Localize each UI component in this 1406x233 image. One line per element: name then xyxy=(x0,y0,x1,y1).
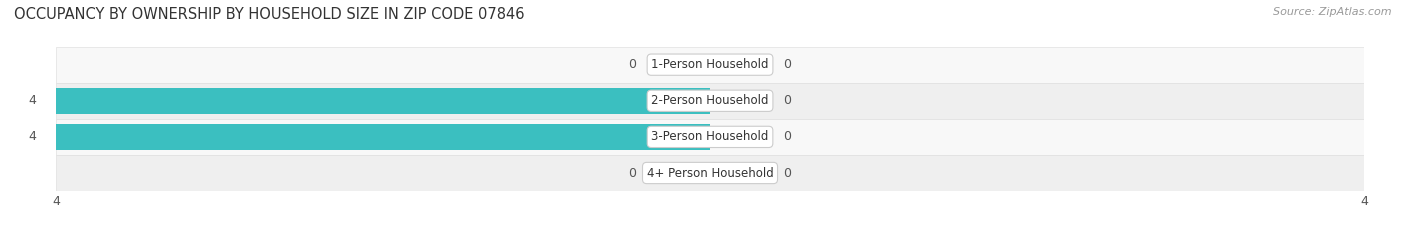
Text: 0: 0 xyxy=(628,167,637,179)
Text: 4: 4 xyxy=(28,130,37,143)
Text: 1-Person Household: 1-Person Household xyxy=(651,58,769,71)
Text: 0: 0 xyxy=(783,130,792,143)
Bar xyxy=(661,166,710,180)
Text: 4+ Person Household: 4+ Person Household xyxy=(647,167,773,179)
Text: 3-Person Household: 3-Person Household xyxy=(651,130,769,143)
Bar xyxy=(710,130,759,144)
Bar xyxy=(56,88,710,114)
Text: 0: 0 xyxy=(628,58,637,71)
Text: 4: 4 xyxy=(1360,195,1368,208)
Text: 4: 4 xyxy=(28,94,37,107)
Bar xyxy=(56,155,1364,191)
Bar xyxy=(710,58,759,72)
Bar xyxy=(661,58,710,72)
Text: 0: 0 xyxy=(783,94,792,107)
Text: Source: ZipAtlas.com: Source: ZipAtlas.com xyxy=(1274,7,1392,17)
Bar xyxy=(56,124,710,150)
Text: 0: 0 xyxy=(783,58,792,71)
Text: 2-Person Household: 2-Person Household xyxy=(651,94,769,107)
Bar xyxy=(56,47,1364,83)
Text: 0: 0 xyxy=(783,167,792,179)
Text: 4: 4 xyxy=(52,195,60,208)
Bar xyxy=(56,83,1364,119)
Text: OCCUPANCY BY OWNERSHIP BY HOUSEHOLD SIZE IN ZIP CODE 07846: OCCUPANCY BY OWNERSHIP BY HOUSEHOLD SIZE… xyxy=(14,7,524,22)
Bar xyxy=(710,166,759,180)
Bar xyxy=(710,94,759,108)
Bar xyxy=(56,119,1364,155)
